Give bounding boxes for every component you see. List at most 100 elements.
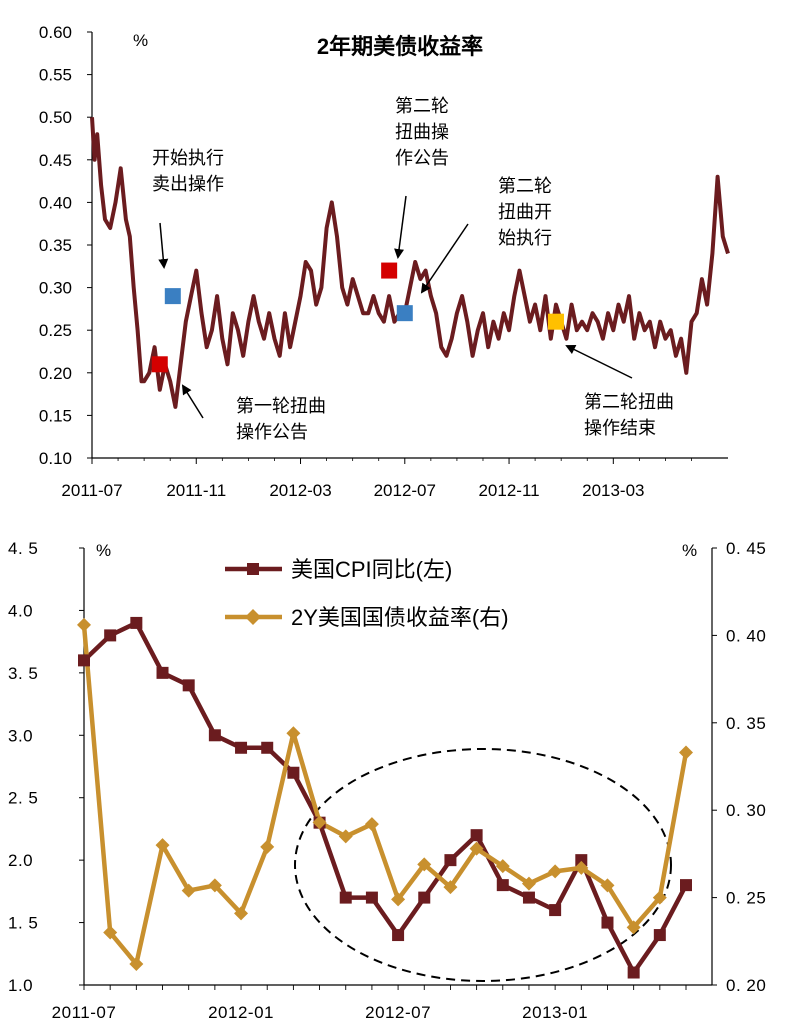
bottom-right-y-tick-label: 0. 25	[726, 889, 766, 908]
cpi-point	[130, 616, 143, 629]
yield-point	[77, 617, 91, 632]
annotation-text: 作公告	[395, 148, 449, 168]
cpi-point	[156, 666, 169, 679]
bottom-right-y-ticks: 0. 20 0. 25 0. 30 0. 35 0. 40 0. 45	[712, 539, 766, 995]
marker-announce	[151, 356, 168, 373]
bottom-x-tick-label: 2012-07	[365, 1003, 431, 1022]
cpi-series-markers	[78, 616, 692, 979]
cpi-point	[418, 891, 431, 904]
annotation-arrow	[158, 222, 169, 269]
top-y-tick-label: 0.25	[39, 321, 72, 340]
yield-point	[129, 957, 144, 972]
top-y-tick-label: 0.60	[39, 23, 72, 42]
yield-point	[443, 880, 458, 895]
cpi-point	[392, 929, 405, 942]
annotation-text: 操作结束	[584, 418, 656, 438]
yield-series-markers	[77, 617, 693, 972]
yield-point	[364, 817, 379, 832]
yield-point	[181, 883, 196, 898]
yield-point	[312, 815, 327, 830]
yield-point	[495, 859, 510, 874]
top-chart-title: 2年期美债收益率	[317, 34, 483, 59]
yield-point	[234, 906, 249, 921]
bottom-x-ticks: 2011-07 2012-01 2012-07 2013-01	[52, 985, 687, 1022]
annotation-text: 扭曲操	[395, 122, 449, 142]
yield-point	[626, 920, 641, 935]
bottom-left-y-tick-label: 4. 5	[8, 539, 38, 558]
annotation-text: 操作公告	[236, 422, 308, 442]
marker-announce	[381, 262, 398, 279]
top-y-tick-label: 0.40	[39, 193, 72, 212]
cpi-point	[496, 879, 509, 892]
bottom-right-y-unit: %	[682, 541, 697, 560]
yield-point	[103, 925, 118, 940]
cpi-point	[287, 766, 300, 779]
legend-item-yield: 2Y美国国债收益率(右)	[225, 605, 509, 630]
bottom-right-y-tick-label: 0. 40	[726, 626, 766, 645]
bottom-left-y-tick-label: 4.0	[8, 601, 33, 620]
yield-point	[521, 876, 536, 891]
legend-yield-label: 2Y美国国债收益率(右)	[291, 605, 509, 630]
annotation-text: 第二轮扭曲	[584, 392, 674, 412]
cpi-point	[601, 916, 614, 929]
cpi-point	[182, 679, 195, 692]
bottom-left-y-unit: %	[96, 541, 111, 560]
cpi-point	[470, 829, 483, 842]
bottom-left-y-tick-label: 1. 5	[8, 914, 38, 933]
top-y-tick-label: 0.30	[39, 279, 72, 298]
yield-point	[338, 829, 353, 844]
annotation-text: 第二轮	[395, 96, 449, 116]
bottom-right-y-tick-label: 0. 35	[726, 714, 766, 733]
marker-end	[547, 313, 564, 330]
cpi-point	[627, 966, 640, 979]
bottom-chart: 1.01. 52.02. 53.03. 54.04. 5 0. 200. 250…	[8, 539, 766, 1022]
annotation-arrow	[394, 195, 407, 259]
highlight-ellipse	[294, 748, 672, 982]
cpi-point	[235, 741, 248, 754]
annotation-text: 卖出操作	[152, 174, 224, 194]
top-y-tick-label: 0.55	[39, 66, 72, 85]
top-y-tick-label: 0.15	[39, 406, 72, 425]
annotation-text: 开始执行	[152, 148, 224, 168]
bottom-x-tick-label: 2011-07	[52, 1003, 117, 1022]
top-y-ticks: 0.10 0.15 0.20 0.25 0.30 0.35 0.40 0.45 0.50 0.55…	[39, 23, 92, 468]
yield-point	[391, 892, 406, 907]
top-x-tick-label: 2013-03	[582, 481, 644, 500]
top-chart: 0.10 0.15 0.20 0.25 0.30 0.35 0.40 0.45 0.50 0.55…	[39, 23, 730, 500]
top-x-tick-label: 2012-03	[269, 481, 331, 500]
legend-cpi-marker	[247, 563, 259, 575]
top-y-tick-label: 0.20	[39, 364, 72, 383]
cpi-point	[78, 654, 90, 667]
yield-point	[548, 864, 563, 879]
yield-point	[286, 726, 301, 741]
top-annotations: 第一轮扭曲操作公告开始执行卖出操作第二轮扭曲操作公告第二轮扭曲开始执行第二轮扭曲…	[152, 96, 674, 442]
cpi-point	[261, 741, 274, 754]
bottom-left-y-ticks: 1.0 1. 5 2.0 2. 5 3.0 3. 5 4.0 4. 5	[8, 539, 84, 995]
bottom-left-y-tick-label: 3. 5	[8, 664, 38, 683]
top-y-tick-label: 0.35	[39, 236, 72, 255]
top-y-unit: %	[133, 31, 148, 50]
cpi-point	[549, 904, 562, 917]
cpi-point	[104, 629, 117, 642]
top-x-ticks: 2011-07 2011-11 2012-03 2012-07 2012-11 2013-…	[61, 458, 692, 500]
top-x-tick-label: 2011-07	[61, 481, 122, 500]
annotation-text: 始执行	[498, 228, 552, 248]
cpi-point	[444, 854, 457, 867]
bottom-left-y-tick-label: 3.0	[8, 726, 33, 745]
yield-point	[260, 839, 275, 854]
marker-execute	[164, 288, 181, 305]
top-y-tick-label: 0.10	[39, 449, 72, 468]
top-x-tick-label: 2011-11	[166, 481, 226, 500]
yield-point	[600, 878, 615, 893]
legend-yield-marker	[245, 609, 261, 625]
top-y-tick-label: 0.50	[39, 108, 72, 127]
annotation-arrow	[181, 384, 204, 419]
annotation-text: 扭曲开	[498, 202, 552, 222]
top-x-tick-label: 2012-11	[478, 481, 539, 500]
cpi-series-line	[82, 620, 688, 975]
bottom-x-tick-label: 2013-01	[522, 1003, 588, 1022]
yield-point	[652, 890, 667, 905]
yield-point	[155, 838, 170, 853]
yield-point	[574, 860, 589, 875]
